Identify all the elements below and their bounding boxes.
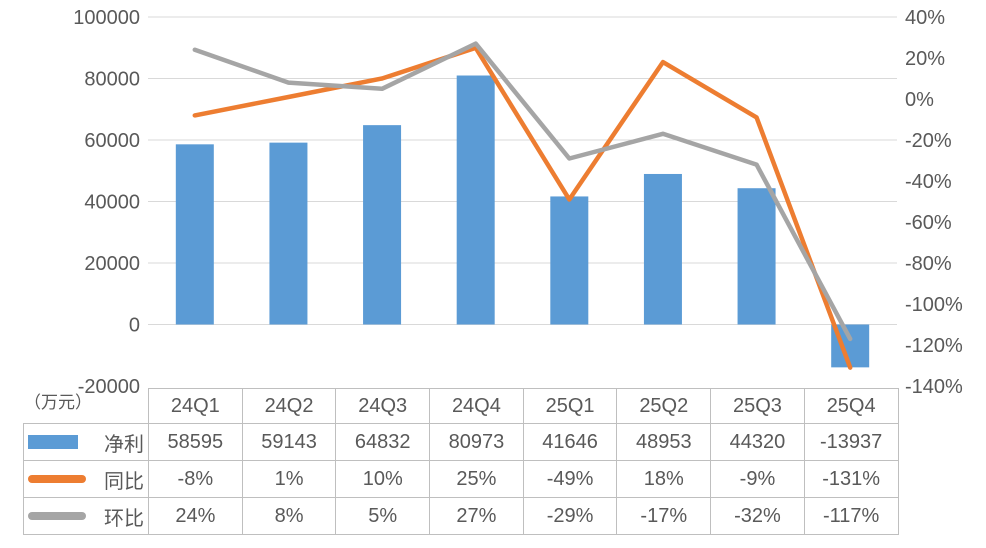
table-value-cell: -8% (148, 460, 243, 498)
legend-label: 同比 (104, 470, 144, 493)
table-value-cell: 80973 (429, 423, 524, 461)
table-value-cell: -13937 (803, 423, 899, 461)
legend-cell: 环比 (23, 497, 149, 535)
right-axis-tick: -120% (905, 335, 963, 357)
table-header-cell: 24Q2 (241, 388, 337, 424)
net-profit-bar (643, 173, 682, 325)
table-value-cell: -29% (522, 497, 618, 535)
right-axis-tick: -20% (905, 130, 952, 152)
data-table: 24Q1 24Q2 24Q3 24Q4 25Q1 25Q2 25Q3 25Q4 净利 58595… (23, 388, 899, 535)
table-header-cell: 25Q1 (522, 388, 618, 424)
left-axis-tick: -20000 (78, 376, 140, 398)
table-value-cell: 27% (429, 497, 524, 535)
table-header-cell: 24Q1 (148, 388, 243, 424)
left-axis-tick: 0 (129, 315, 140, 337)
table-header-cell: 25Q4 (803, 388, 899, 424)
left-axis-tick: 20000 (84, 253, 140, 275)
table-value-cell: -49% (522, 460, 618, 498)
table-value-cell: 48953 (616, 423, 712, 461)
right-axis-tick: -40% (905, 171, 952, 193)
right-axis-tick: 40% (905, 7, 945, 29)
table-value-cell: 41646 (522, 423, 618, 461)
table-header: 24Q1 24Q2 24Q3 24Q4 25Q1 25Q2 25Q3 25Q4 (24, 388, 899, 424)
table-value-cell: 64832 (335, 423, 431, 461)
right-axis-tick: -80% (905, 253, 952, 275)
net-profit-bar (550, 196, 589, 325)
table-row: 环比 24% 8% 5% 27% -29% -17% -32% -117% (23, 497, 899, 535)
line-swatch-icon (28, 512, 86, 520)
right-axis-tick: 0% (905, 89, 934, 111)
left-axis-unit-label: （万元） (24, 393, 92, 412)
table-value-cell: 10% (335, 460, 431, 498)
table-value-cell: 25% (429, 460, 524, 498)
legend-cell: 净利 (23, 423, 149, 461)
table-header-cell: 25Q2 (616, 388, 712, 424)
legend-label: 净利 (104, 433, 144, 456)
table-header-cell: 24Q4 (429, 388, 524, 424)
table-value-cell: 5% (335, 497, 431, 535)
right-axis-tick: -140% (905, 376, 963, 398)
table-value-cell: 1% (241, 460, 337, 498)
table-value-cell: 8% (241, 497, 337, 535)
left-axis-tick: 60000 (84, 130, 140, 152)
left-axis-tick: 40000 (84, 192, 140, 214)
table-value-cell: 18% (616, 460, 712, 498)
table-value-cell: -9% (710, 460, 805, 498)
table-header-cell: 24Q3 (335, 388, 431, 424)
net-profit-bar (269, 142, 308, 325)
table-value-cell: 58595 (148, 423, 243, 461)
net-profit-bar (175, 144, 214, 325)
legend-label: 环比 (104, 507, 144, 530)
net-profit-bar (737, 188, 776, 325)
table-row: 同比 -8% 1% 10% 25% -49% 18% -9% -131% (23, 460, 899, 498)
table-value-cell: 59143 (241, 423, 337, 461)
table-value-cell: -131% (803, 460, 899, 498)
table-row: 净利 58595 59143 64832 80973 41646 48953 44320 -13… (23, 423, 899, 461)
table-header-cell: 25Q3 (710, 388, 805, 424)
line-swatch-icon (28, 475, 86, 483)
right-axis-tick: -60% (905, 212, 952, 234)
table-value-cell: -117% (803, 497, 899, 535)
net-profit-bar (456, 75, 495, 325)
table-value-cell: 24% (148, 497, 243, 535)
left-axis-tick: 80000 (84, 69, 140, 91)
left-axis-tick: 100000 (73, 7, 140, 29)
table-corner-cell (24, 389, 149, 424)
yoy-line (192, 45, 853, 370)
net-profit-bar (363, 125, 402, 325)
legend-cell: 同比 (23, 460, 149, 498)
table-value-cell: 44320 (710, 423, 805, 461)
table-value-cell: -17% (616, 497, 712, 535)
qoq-line (192, 41, 853, 342)
right-axis-tick: -100% (905, 294, 963, 316)
right-axis-tick: 20% (905, 48, 945, 70)
table-value-cell: -32% (710, 497, 805, 535)
bar-swatch-icon (28, 435, 78, 449)
